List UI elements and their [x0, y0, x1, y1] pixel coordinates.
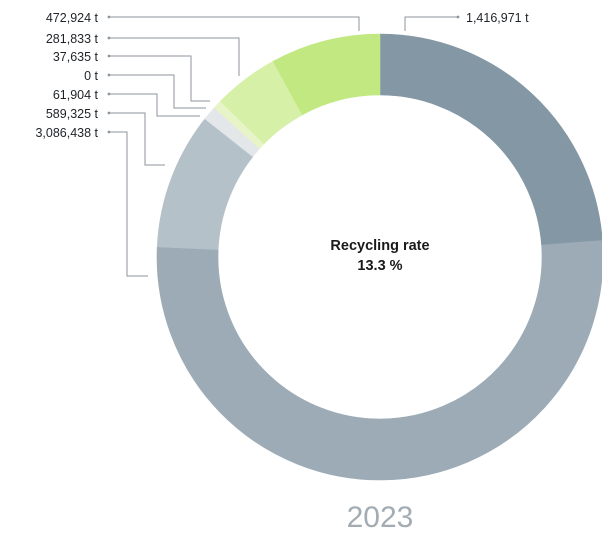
leader-dot-slice-1 — [107, 130, 111, 134]
label-leaders — [107, 15, 460, 277]
donut-slice-0 — [379, 33, 602, 246]
donut-slice-7 — [272, 33, 381, 116]
donut-slice-1 — [156, 240, 602, 481]
leader-line-slice-7 — [109, 16, 360, 31]
slice-label: 0 t — [84, 69, 98, 83]
slice-label: 3,086,438 t — [35, 126, 98, 140]
leader-dot-slice-6 — [107, 36, 111, 40]
leader-dot-slice-5 — [107, 54, 111, 58]
leader-line-slice-4 — [109, 74, 206, 109]
slice-label: 37,635 t — [53, 50, 99, 64]
donut-slices — [156, 33, 602, 481]
leader-line-slice-2 — [109, 112, 165, 166]
slice-label: 61,904 t — [53, 88, 99, 102]
leader-dot-slice-0 — [456, 15, 460, 19]
leader-dot-slice-3 — [107, 92, 111, 96]
center-title: Recycling rate — [330, 238, 429, 254]
leader-line-slice-0 — [404, 16, 458, 31]
center-value: 13.3 % — [357, 258, 402, 274]
leader-dot-slice-7 — [107, 15, 111, 19]
slice-label: 1,416,971 t — [466, 11, 529, 25]
slice-label: 472,924 t — [46, 11, 99, 25]
leader-dot-slice-4 — [107, 73, 111, 77]
slice-label: 281,833 t — [46, 32, 99, 46]
leader-line-slice-5 — [109, 55, 210, 102]
leader-dot-slice-2 — [107, 111, 111, 115]
leader-line-slice-1 — [109, 131, 148, 277]
slice-label: 589,325 t — [46, 107, 99, 121]
slice-labels: 1,416,971 t 472,924 t 281,833 t 37,635 t… — [35, 11, 529, 140]
year-label: 2023 — [347, 501, 414, 534]
leader-line-slice-3 — [109, 93, 200, 117]
leader-line-slice-6 — [109, 37, 240, 76]
